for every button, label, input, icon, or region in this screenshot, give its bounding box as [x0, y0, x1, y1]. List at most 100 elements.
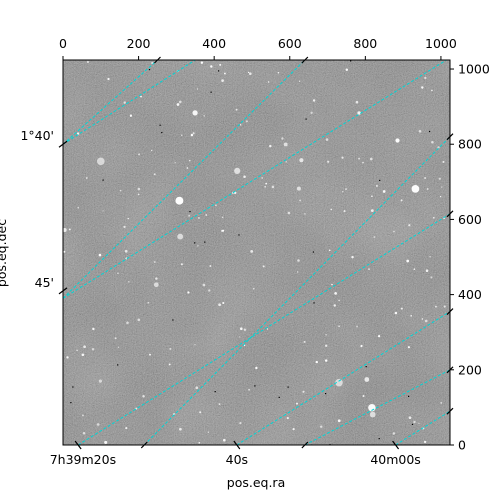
star [153, 282, 159, 288]
star [210, 65, 213, 68]
star [180, 263, 183, 266]
star [373, 236, 376, 238]
star [299, 158, 304, 163]
star [82, 432, 86, 435]
axes: 0 200 400 600 800 1000 0 200 400 600 800 1000 7h39m2… [20, 36, 489, 467]
dark-pixel [429, 130, 431, 133]
star [297, 271, 299, 273]
star [327, 160, 330, 163]
star [441, 186, 443, 188]
star [142, 395, 145, 398]
star [377, 334, 381, 338]
star [221, 79, 224, 82]
plot-frame [62, 59, 451, 446]
star [434, 305, 437, 308]
star [186, 167, 189, 169]
star [223, 72, 226, 75]
star [369, 411, 376, 418]
dark-pixel [148, 69, 151, 71]
star [129, 114, 133, 117]
ra-grid-line [77, 213, 450, 445]
grid-edge-tick [446, 366, 454, 374]
dark-pixel [325, 393, 327, 395]
star [218, 303, 221, 307]
star [265, 182, 268, 185]
coordinate-grid [63, 60, 450, 445]
star [218, 403, 221, 405]
star [358, 157, 361, 160]
star [203, 115, 205, 117]
star [76, 349, 78, 352]
star [153, 261, 156, 263]
star [81, 353, 85, 357]
star [192, 132, 195, 135]
star [243, 328, 247, 331]
dark-pixel [287, 386, 289, 388]
star [76, 132, 80, 135]
grid-edge-tick [140, 441, 148, 449]
star [338, 325, 340, 328]
star [63, 227, 67, 233]
star [245, 120, 248, 123]
star [149, 353, 151, 356]
star [98, 253, 102, 257]
dark-pixel [408, 395, 410, 397]
star [303, 340, 306, 343]
star [85, 177, 88, 179]
star [364, 377, 370, 382]
star [239, 124, 242, 126]
star [114, 337, 117, 340]
right-tick-label: 800 [458, 137, 482, 152]
star [169, 347, 172, 350]
star [408, 224, 411, 227]
dark-pixel [313, 302, 315, 304]
star [325, 334, 327, 336]
star [299, 199, 302, 202]
right-tick-label: 200 [458, 362, 482, 377]
star [91, 347, 95, 351]
dark-pixel [214, 391, 216, 393]
star [222, 229, 225, 232]
right-tick-label: 1000 [458, 62, 490, 77]
star [355, 100, 359, 104]
ra-grid-line [395, 410, 450, 445]
star [424, 176, 427, 180]
star [239, 336, 241, 338]
star [443, 305, 446, 308]
dark-pixel [159, 124, 161, 126]
dark-pixel [312, 251, 314, 253]
star [240, 327, 243, 330]
star [221, 216, 224, 219]
star [249, 72, 252, 75]
star [138, 153, 141, 156]
star [181, 134, 183, 136]
star [123, 101, 126, 104]
dark-pixel [161, 131, 163, 134]
star [202, 283, 206, 287]
star [325, 344, 328, 347]
star [351, 255, 354, 259]
dark-pixel [379, 179, 381, 181]
star [439, 195, 442, 198]
star [196, 88, 199, 90]
ra-tick-label: 40s [226, 452, 248, 467]
star [424, 76, 427, 80]
star [252, 287, 255, 290]
star [382, 190, 386, 193]
dec-grid-line [63, 60, 306, 299]
grid-edge-tick [446, 407, 454, 415]
star [219, 63, 222, 66]
star [437, 146, 440, 149]
ra-grid-line [63, 60, 448, 299]
dark-pixel [189, 211, 191, 213]
ra-grid-line [236, 311, 450, 445]
dark-pixel [102, 179, 104, 181]
star [77, 206, 80, 209]
star [438, 177, 441, 180]
star [331, 283, 333, 286]
ra-tick [392, 440, 400, 450]
top-tick-label: 800 [353, 36, 377, 51]
star [315, 360, 318, 364]
star [440, 402, 443, 404]
star [362, 395, 365, 397]
